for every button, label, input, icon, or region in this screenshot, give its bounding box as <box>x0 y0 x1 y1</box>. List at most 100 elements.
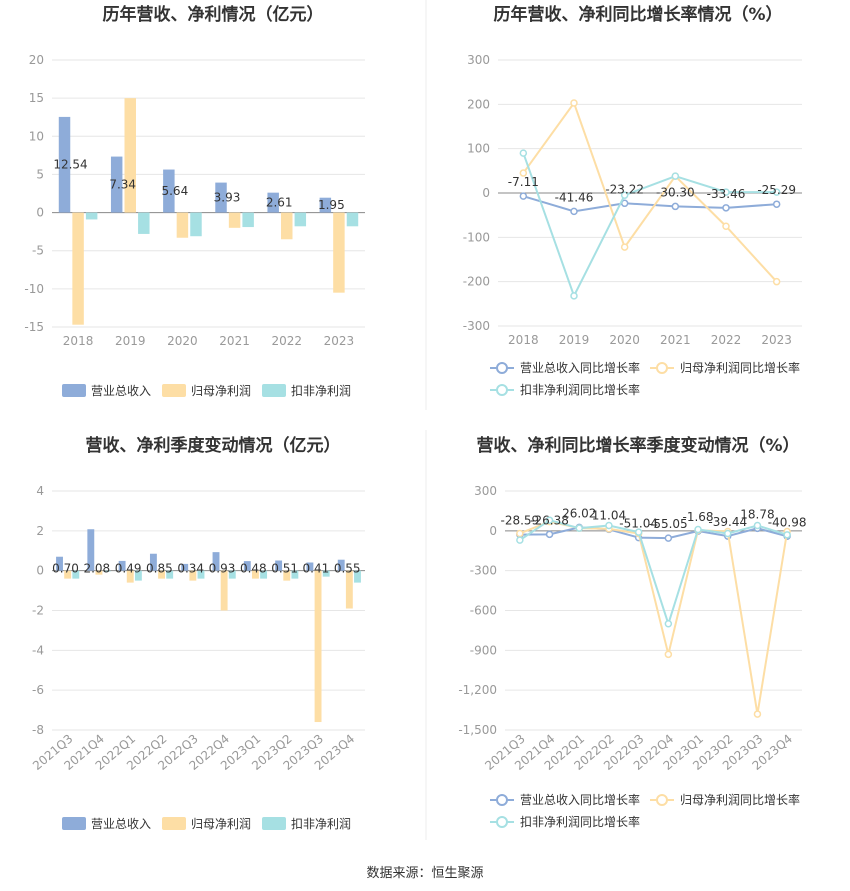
legend: 营业总收入 归母净利润 扣非净利润 <box>62 817 351 831</box>
legend-label: 扣非净利润同比增长率 <box>520 814 640 829</box>
data-label: 0.34 <box>177 562 204 576</box>
y-tick-label: 0 <box>36 206 44 220</box>
legend-swatch <box>62 384 86 397</box>
line-series-3 <box>522 152 777 299</box>
bar-2-2021Q4 <box>95 570 103 575</box>
legend-label: 归母净利润同比增长率 <box>680 792 800 807</box>
bar-2-2023Q1 <box>252 570 259 579</box>
data-label: 0.41 <box>303 562 330 576</box>
y-tick-label: 5 <box>36 167 44 181</box>
bar-2-2021Q3 <box>64 570 72 579</box>
bar-3-2022Q3 <box>197 570 205 579</box>
bar-1-2019 <box>110 156 123 213</box>
x-tick-label: 2020 <box>609 333 640 347</box>
data-label: 11.04 <box>592 508 626 522</box>
y-tick-label: 15 <box>29 91 44 105</box>
point-3-2023Q3 <box>753 521 762 530</box>
data-label: 0.55 <box>334 562 361 576</box>
data-label: -7.11 <box>508 175 539 189</box>
legend-marker <box>496 816 508 828</box>
legend-marker <box>496 794 508 806</box>
x-tick-label: 2021 <box>660 333 691 347</box>
y-tick-label: 0 <box>36 564 44 578</box>
point-3-2022 <box>722 188 730 196</box>
y-tick-label: -300 <box>463 319 490 333</box>
point-1-2022Q4 <box>664 534 673 542</box>
data-label: -23.22 <box>605 182 644 196</box>
legend-swatch <box>62 817 86 830</box>
point-3-2023Q2 <box>724 529 732 538</box>
point-3-2021 <box>671 172 680 180</box>
bar-1-2023 <box>319 197 332 213</box>
bar-3-2022 <box>294 212 307 227</box>
bar-3-2023Q2 <box>291 570 299 579</box>
bar-2-2022Q1 <box>126 570 134 583</box>
bar-1-2021 <box>215 182 227 213</box>
y-tick-label: -15 <box>24 320 44 334</box>
point-3-2022Q2 <box>605 521 613 530</box>
bar-3-2019 <box>138 212 150 234</box>
data-label: 26.02 <box>562 506 596 520</box>
data-label: 7.34 <box>109 178 136 192</box>
bar-1-2022Q4 <box>212 552 220 571</box>
point-2-2023 <box>772 277 781 286</box>
y-tick-label: -6 <box>32 683 44 697</box>
y-tick-label: -4 <box>32 643 44 657</box>
chart-title: 历年营收、净利同比增长率情况（%） <box>493 4 782 25</box>
legend-label: 归母净利润 <box>191 384 251 398</box>
legend-label: 扣非净利润 <box>291 817 351 831</box>
point-3-2018 <box>519 149 528 157</box>
point-2-2021Q3 <box>516 529 524 538</box>
chart-title: 营收、净利同比增长率季度变动情况（%） <box>476 435 799 456</box>
legend-swatch <box>162 817 186 830</box>
x-tick-label: 2023 <box>761 333 792 347</box>
point-3-2020 <box>620 191 629 199</box>
x-tick-label: 2019 <box>559 333 590 347</box>
bar-1-2022Q2 <box>149 553 157 571</box>
legend-swatch <box>162 384 186 397</box>
legend-swatch <box>262 817 286 830</box>
legend-label: 归母净利润 <box>191 817 251 831</box>
point-3-2021Q4 <box>545 516 554 524</box>
data-label: -30.30 <box>656 185 695 199</box>
line-series-1 <box>523 195 777 213</box>
y-tick-label: 2 <box>36 524 44 538</box>
bar-1-2023Q3 <box>306 562 314 571</box>
y-tick-label: -200 <box>463 275 490 289</box>
data-label: 0.48 <box>240 562 267 576</box>
data-label: 2.61 <box>266 196 293 210</box>
legend-label: 营业总收入同比增长率 <box>520 360 640 375</box>
point-2-2022Q4 <box>664 650 673 659</box>
legend-marker <box>496 384 508 396</box>
chart-1: 历年营收、净利情况（亿元） 20 15 10 5 0 -5 -10 -15 2018 2019 202… <box>24 4 365 398</box>
data-label: 12.54 <box>53 158 87 172</box>
bar-2-2023 <box>333 212 345 293</box>
x-tick-label: 2018 <box>508 333 539 347</box>
legend-marker <box>656 362 668 374</box>
data-label: 0.70 <box>52 562 79 576</box>
data-label: 5.64 <box>161 184 188 198</box>
data-label: 0.49 <box>115 562 142 576</box>
chart-3: 营收、净利季度变动情况（亿元）420-2-4-6-82021Q32021Q420… <box>30 435 365 831</box>
bar-2-2023Q4 <box>345 570 353 609</box>
bar-1-2022Q1 <box>118 560 126 571</box>
x-tick-label: 2022 <box>711 333 742 347</box>
y-tick-label: 200 <box>467 97 490 111</box>
chart-title: 历年营收、净利情况（亿元） <box>103 4 324 25</box>
point-1-2021Q4 <box>545 530 554 539</box>
legend-label: 扣非净利润同比增长率 <box>520 382 640 397</box>
bar-1-2021Q3 <box>56 556 63 571</box>
bar-3-2023 <box>346 212 359 227</box>
point-2-2019 <box>570 99 578 107</box>
data-label: -41.46 <box>555 190 594 204</box>
legend-marker <box>496 362 508 374</box>
bar-3-2023Q3 <box>322 570 330 577</box>
bar-3-2022Q2 <box>166 570 174 579</box>
y-tick-label: -2 <box>32 604 44 618</box>
x-tick-label: 2022 <box>271 334 302 348</box>
bar-1-2018 <box>58 116 71 213</box>
y-tick-label: 4 <box>36 484 44 498</box>
bar-3-2021 <box>242 212 254 228</box>
line-series-2 <box>522 100 778 283</box>
point-3-2021Q3 <box>516 536 524 544</box>
